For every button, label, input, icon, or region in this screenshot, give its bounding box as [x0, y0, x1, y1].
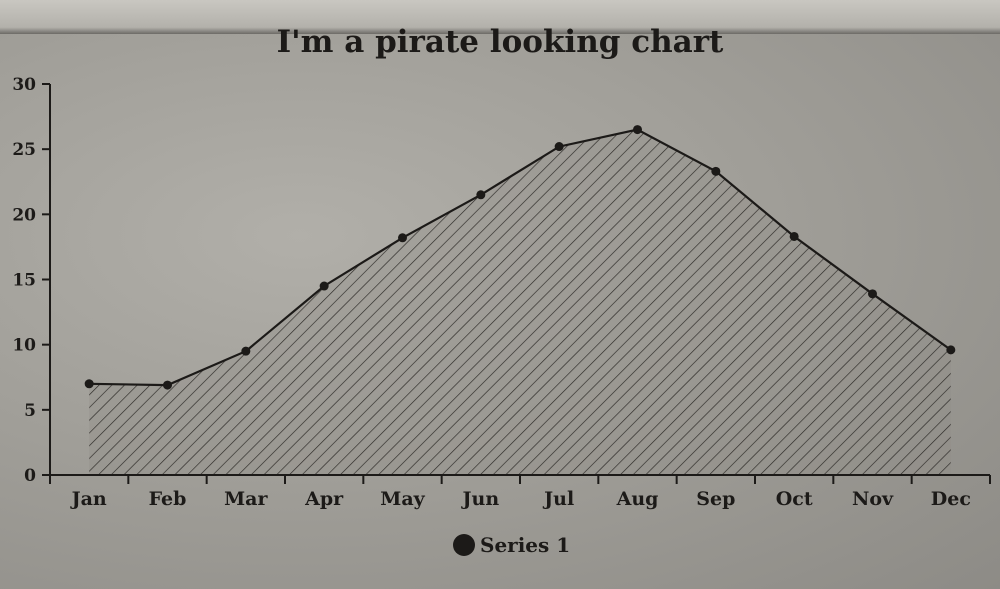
y-tick-label: 10	[12, 336, 36, 356]
x-tick-label: Nov	[852, 488, 894, 510]
parchment-edge	[0, 0, 1000, 34]
x-tick-label: May	[380, 488, 425, 510]
y-tick-label: 5	[24, 401, 36, 421]
legend-marker	[453, 534, 475, 556]
x-tick-label: Aug	[616, 488, 659, 510]
legend-label-series-1: Series 1	[480, 533, 570, 557]
x-tick-label: Jun	[461, 488, 500, 510]
x-tick-label: Mar	[224, 488, 268, 510]
data-point[interactable]	[398, 233, 407, 243]
data-point[interactable]	[868, 289, 877, 299]
data-point[interactable]	[946, 345, 956, 355]
data-point[interactable]	[84, 379, 94, 389]
x-tick-label: Sep	[696, 488, 735, 510]
y-tick-label: 25	[12, 140, 36, 160]
y-tick-label: 20	[12, 205, 36, 225]
data-point[interactable]	[633, 125, 642, 135]
x-tick-label: Jan	[70, 488, 107, 510]
data-point[interactable]	[163, 380, 172, 390]
data-point[interactable]	[476, 190, 486, 200]
x-tick-label: Oct	[776, 488, 813, 510]
data-point[interactable]	[319, 281, 329, 291]
series-line	[89, 128, 952, 387]
y-tick-label: 0	[24, 466, 36, 486]
x-tick-label: Apr	[304, 488, 344, 510]
legend[interactable]: Series 1	[453, 533, 570, 557]
data-point[interactable]	[789, 231, 799, 241]
plot-area: 0 5 10 15 20 25 30 Jan Feb Mar Apr May Jun Jul Aug Sep O…	[12, 75, 991, 510]
y-tick-label: 15	[12, 271, 36, 291]
x-tick-label: Jul	[542, 488, 574, 510]
x-tick-label: Feb	[149, 488, 187, 510]
data-point[interactable]	[241, 346, 251, 356]
data-point[interactable]	[554, 142, 564, 152]
chart-title: I'm a pirate looking chart	[277, 24, 724, 60]
x-tick-label: Dec	[931, 488, 971, 510]
data-point[interactable]	[711, 166, 721, 176]
area-hatch	[89, 129, 951, 475]
y-tick-label: 30	[12, 75, 36, 95]
